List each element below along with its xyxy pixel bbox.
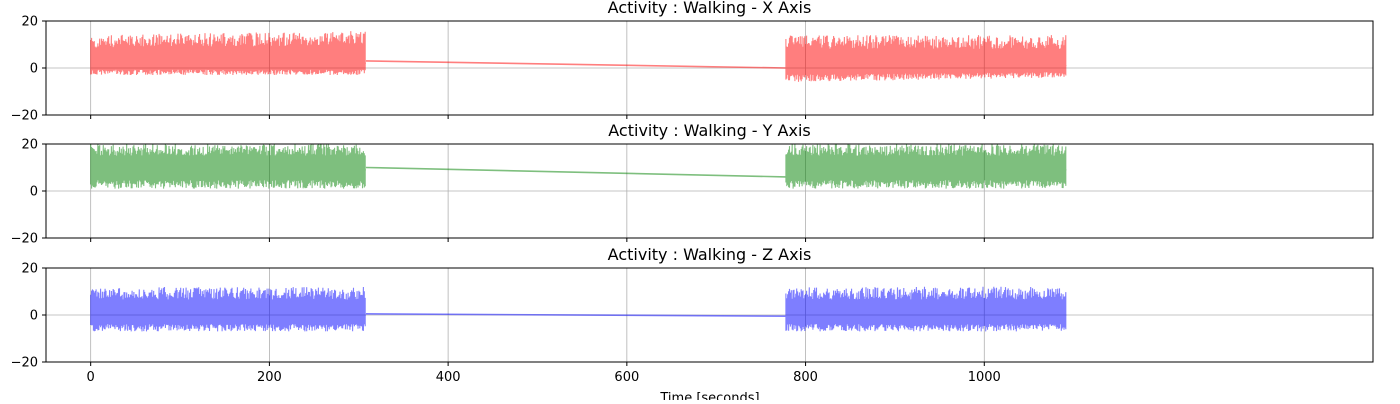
series-envelope-path <box>90 144 366 189</box>
series-envelope-path <box>90 286 366 332</box>
y-tick-label: 20 <box>21 15 38 30</box>
y-tick-label: 0 <box>30 185 38 200</box>
series-envelope-path <box>785 35 1067 82</box>
y-tick-label: 0 <box>30 62 38 77</box>
y-tick-label: −20 <box>11 109 38 124</box>
y-tick-label: 20 <box>21 138 38 153</box>
series-group <box>90 144 1067 189</box>
x-tick-label: 1000 <box>968 370 1001 385</box>
x-axis-label: Time [seconds] <box>659 391 759 400</box>
series-group <box>90 31 1067 82</box>
x-tick-label: 400 <box>436 370 461 385</box>
y-tick-label: −20 <box>11 356 38 371</box>
x-tick-label: 800 <box>793 370 818 385</box>
series-envelope-path <box>785 286 1067 332</box>
series-connector-line <box>365 60 786 69</box>
y-tick-label: 20 <box>21 262 38 277</box>
y-tick-label: 0 <box>30 309 38 324</box>
y-tick-label: −20 <box>11 232 38 247</box>
chart-panel-1: −20 0 20 Activity : Walking - X Axis <box>11 0 1374 124</box>
x-tick-label: 600 <box>614 370 639 385</box>
panel-title: Activity : Walking - Z Axis <box>608 245 812 264</box>
series-connector-line <box>365 313 786 317</box>
series-connector-line <box>365 166 786 178</box>
series-envelope-path <box>785 144 1067 189</box>
x-tick-label: 0 <box>87 370 95 385</box>
chart-panel-2: −20 0 20 Activity : Walking - Y Axis <box>11 121 1374 247</box>
x-tick-label: 200 <box>257 370 282 385</box>
series-group <box>90 286 1067 332</box>
panel-title: Activity : Walking - X Axis <box>608 0 812 17</box>
panel-title: Activity : Walking - Y Axis <box>608 121 810 140</box>
series-envelope-path <box>90 31 366 76</box>
